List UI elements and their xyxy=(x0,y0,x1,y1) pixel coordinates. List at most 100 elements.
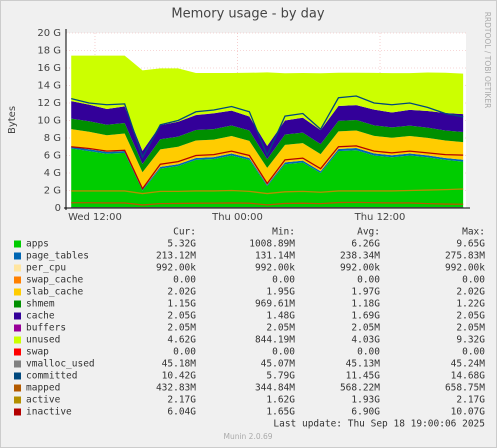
legend-stat: 1.22G xyxy=(456,299,485,310)
legend-stat: 1.95G xyxy=(266,287,295,298)
y-tick-label: 16 G xyxy=(37,63,61,74)
legend-stat: 45.07M xyxy=(261,359,296,370)
area xyxy=(71,55,464,151)
legend-stat: 2.05M xyxy=(351,323,380,334)
legend-label: swap xyxy=(26,347,49,358)
legend-stat: 1.93G xyxy=(351,395,380,406)
legend-swatch xyxy=(14,384,21,392)
legend-swatch xyxy=(14,408,21,416)
legend-swatch xyxy=(14,312,21,320)
legend-swatch xyxy=(14,252,21,260)
legend-stat: 0.00 xyxy=(272,347,295,358)
legend-label: apps xyxy=(26,239,49,250)
y-tick-label: 14 G xyxy=(37,81,61,92)
legend-stat: 992.00k xyxy=(156,263,196,274)
legend-stat: 131.14M xyxy=(255,251,295,262)
legend-swatch xyxy=(14,324,21,332)
legend-stat: 992.00k xyxy=(255,263,295,274)
legend-label: cache xyxy=(26,311,55,322)
legend-label: unused xyxy=(26,335,60,346)
labels: 0 2 G 4 G 6 G 8 G 10 G 12 G 14 G 16 G 18 G 20 G Wed… xyxy=(14,28,485,418)
y-tick-label: 2 G xyxy=(44,186,61,197)
legend-swatch xyxy=(14,396,21,404)
legend-swatch xyxy=(14,348,21,356)
y-tick-label: 6 G xyxy=(44,151,61,162)
legend-header: Cur: xyxy=(173,227,196,238)
line xyxy=(71,95,464,159)
legend-stat: 6.04G xyxy=(167,407,196,418)
legend-swatch xyxy=(14,288,21,296)
legend-stat: 0.00 xyxy=(462,275,485,286)
legend-stat: 844.19M xyxy=(255,335,295,346)
area xyxy=(71,101,464,164)
legend-stat: 2.05G xyxy=(456,311,485,322)
line xyxy=(71,145,464,191)
legend-stat: 2.05M xyxy=(456,323,485,334)
side-note: RRDTOOL / TOBI OETIKER xyxy=(483,12,492,109)
legend-stat: 1.15G xyxy=(167,299,196,310)
legend-stat: 432.83M xyxy=(156,383,196,394)
area xyxy=(71,118,464,173)
legend-swatch xyxy=(14,360,21,368)
legend-stat: 1.62G xyxy=(266,395,295,406)
legend-stat: 275.83M xyxy=(445,251,485,262)
footer: Munin 2.0.69 xyxy=(223,432,272,441)
y-axis-label: Bytes xyxy=(7,106,18,134)
legend-stat: 1008.89M xyxy=(249,239,295,250)
legend-stat: 10.07G xyxy=(451,407,486,418)
y-tick-label: 4 G xyxy=(44,168,61,179)
legend-label: per_cpu xyxy=(26,263,66,274)
chart-title: Memory usage - by day xyxy=(171,7,324,22)
legend-header: Min: xyxy=(272,227,295,238)
legend-stat: 0.00 xyxy=(357,275,380,286)
x-tick-label: Thu 12:00 xyxy=(354,212,406,223)
legend-stat: 9.65G xyxy=(456,239,485,250)
legend-stat: 344.84M xyxy=(255,383,295,394)
legend-stat: 45.24M xyxy=(451,359,486,370)
y-tick-label: 20 G xyxy=(37,28,61,39)
legend-swatch xyxy=(14,300,21,308)
legend-stat: 0.00 xyxy=(173,347,196,358)
legend-stat: 1.69G xyxy=(351,311,380,322)
y-tick-label: 12 G xyxy=(37,98,61,109)
line xyxy=(71,188,464,195)
legend-stat: 1.97G xyxy=(351,287,380,298)
legend-label: committed xyxy=(26,371,77,382)
legend-stat: 2.02G xyxy=(456,287,485,298)
legend-stat: 6.90G xyxy=(351,407,380,418)
legend-stat: 9.32G xyxy=(456,335,485,346)
legend-label: mapped xyxy=(26,383,60,394)
x-tick-label: Thu 00:00 xyxy=(211,212,263,223)
legend-stat: 4.62G xyxy=(167,335,196,346)
x-tick-label: Wed 12:00 xyxy=(68,212,122,223)
legend-stat: 658.75M xyxy=(445,383,485,394)
legend-stat: 5.79G xyxy=(266,371,295,382)
legend-stat: 0.00 xyxy=(462,347,485,358)
marks xyxy=(71,55,464,209)
area xyxy=(71,129,464,190)
legend-stat: 14.68G xyxy=(451,371,486,382)
legend-stat: 992.00k xyxy=(340,263,380,274)
y-tick-label: 18 G xyxy=(37,46,61,57)
line xyxy=(71,201,464,206)
y-tick-label: 0 xyxy=(55,203,61,214)
legend-stat: 1.65G xyxy=(266,407,295,418)
legend-stat: 0.00 xyxy=(357,347,380,358)
legend-stat: 5.32G xyxy=(167,239,196,250)
legend-stat: 969.61M xyxy=(255,299,295,310)
legend-label: swap_cache xyxy=(26,275,83,286)
legend-stat: 11.45G xyxy=(346,371,381,382)
legend-label: buffers xyxy=(26,323,66,334)
legend-stat: 2.17G xyxy=(456,395,485,406)
last-update: Last update: Thu Sep 18 19:00:06 2025 xyxy=(273,419,485,430)
legend-stat: 1.18G xyxy=(351,299,380,310)
legend-stat: 10.42G xyxy=(162,371,197,382)
legend-stat: 2.02G xyxy=(167,287,196,298)
legend-label: slab_cache xyxy=(26,287,83,298)
legend-label: active xyxy=(26,395,61,406)
legend-stat: 2.17G xyxy=(167,395,196,406)
legend-label: vmalloc_used xyxy=(26,359,95,370)
legend-stat: 568.22M xyxy=(340,383,380,394)
legend-swatch xyxy=(14,276,21,284)
